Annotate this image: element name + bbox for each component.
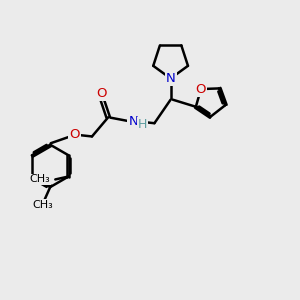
- Text: CH₃: CH₃: [29, 174, 50, 184]
- Text: H: H: [138, 118, 147, 130]
- Text: O: O: [196, 82, 206, 96]
- Text: N: N: [128, 115, 138, 128]
- Text: CH₃: CH₃: [32, 200, 53, 210]
- Text: N: N: [166, 72, 176, 85]
- Text: O: O: [97, 87, 107, 100]
- Text: O: O: [69, 128, 80, 142]
